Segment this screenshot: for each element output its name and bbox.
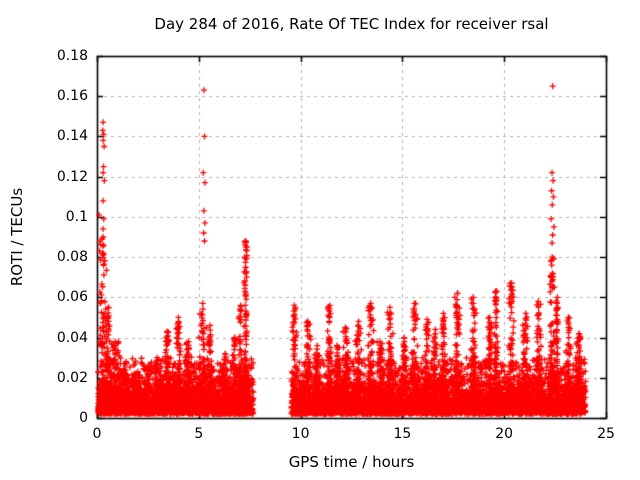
x-tick-label: 20 [495, 426, 514, 442]
chart-title: Day 284 of 2016, Rate Of TEC Index for r… [154, 15, 549, 33]
x-axis-label: GPS time / hours [288, 453, 415, 471]
y-tick-label: 0.02 [56, 369, 88, 386]
y-tick-label: 0.12 [56, 168, 88, 185]
x-tick-label: 5 [194, 426, 204, 442]
y-tick-label: 0 [79, 410, 88, 426]
x-tick-label: 0 [92, 426, 102, 442]
y-tick-label: 0.08 [56, 249, 88, 266]
x-tick-label: 10 [291, 426, 310, 442]
y-axis-label: ROTI / TECUs [8, 187, 26, 287]
x-tick-label: 15 [393, 426, 412, 442]
y-tick-label: 0.14 [56, 128, 88, 145]
y-tick-label: 0.06 [56, 289, 88, 306]
y-tick-label: 0.16 [56, 88, 88, 105]
y-tick-label: 0.04 [56, 329, 88, 346]
x-tick-label: 25 [597, 426, 615, 442]
y-tick-label: 0.18 [56, 48, 88, 64]
y-tick-label: 0.1 [65, 208, 88, 225]
